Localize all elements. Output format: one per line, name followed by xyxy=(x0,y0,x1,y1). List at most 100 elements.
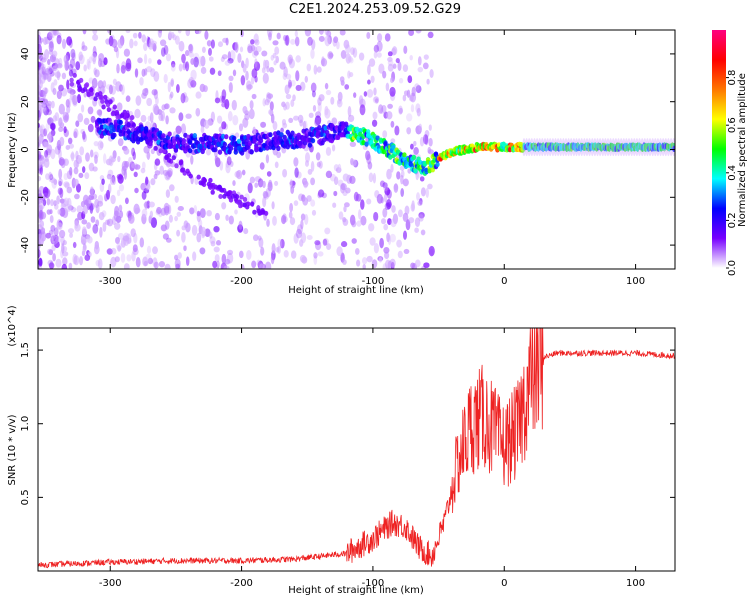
spectrogram-cell xyxy=(360,199,365,210)
spectrogram-cell xyxy=(337,91,343,102)
spectrogram-cell xyxy=(366,153,372,165)
spectrogram-cell xyxy=(38,43,42,55)
spectrogram-cell xyxy=(158,113,164,122)
spectrogram-cell xyxy=(178,40,185,52)
spectrogram-cell xyxy=(174,258,181,268)
spectrogram-cell xyxy=(93,67,97,76)
spectrogram-cell xyxy=(390,120,395,128)
spectrogram-cell xyxy=(133,171,138,178)
spectrogram-cell xyxy=(416,192,420,201)
snr-y-label: SNR (10 * v/v) xyxy=(7,414,18,485)
spectrogram-cell xyxy=(92,30,98,35)
spectrogram-cell xyxy=(40,197,46,204)
spectrogram-cell xyxy=(152,103,159,115)
spectrogram-cell xyxy=(39,128,46,138)
spectrogram-cell xyxy=(215,240,222,246)
spectrogram-cell xyxy=(63,181,70,188)
spectrogram-cell xyxy=(244,138,249,144)
spectrogram-cell xyxy=(310,199,316,207)
spectrogram-cell xyxy=(191,224,198,236)
spectrogram-cell xyxy=(41,102,47,112)
spectrogram-cell xyxy=(49,38,54,49)
spectrogram-cell xyxy=(60,160,66,169)
spectrogram-cell xyxy=(160,47,166,57)
spectrogram-cell xyxy=(156,206,162,215)
spectrogram-cell xyxy=(221,95,226,103)
spectrogram-cell xyxy=(304,30,312,37)
x-tick-label: -300 xyxy=(99,578,122,589)
spectrogram-cell xyxy=(80,234,87,245)
spectrogram-cell xyxy=(97,258,103,269)
spectrogram-cell xyxy=(427,31,434,39)
spectrogram-cell xyxy=(175,125,182,135)
spectrogram-cell xyxy=(238,220,243,230)
spectrogram-cell xyxy=(293,157,299,167)
spectrogram-cell xyxy=(190,155,194,165)
spectrogram-cell xyxy=(400,188,405,197)
spectrogram-cell xyxy=(116,63,120,74)
spectrogram-cell xyxy=(314,118,321,127)
spectrogram-x-label: Height of straight line (km) xyxy=(288,285,424,296)
spectrogram-cell xyxy=(178,159,184,165)
snr-x-label: Height of straight line (km) xyxy=(288,585,424,596)
spectrogram-cell xyxy=(593,138,597,157)
spectrogram-cell xyxy=(198,219,203,228)
spectrogram-cell xyxy=(158,148,163,154)
spectrogram-cell xyxy=(195,107,201,117)
spectrogram-cell xyxy=(68,262,73,269)
spectrogram-cell xyxy=(201,230,206,239)
x-tick-label: -200 xyxy=(230,578,253,589)
spectrogram-cell xyxy=(92,45,97,57)
spectrogram-cell xyxy=(76,94,82,104)
spectrogram-cell xyxy=(95,259,101,267)
spectrogram-cell xyxy=(73,167,79,175)
spectrogram-cell xyxy=(249,201,255,207)
spectrogram-cell xyxy=(314,115,322,126)
spectrogram-cell xyxy=(268,32,272,41)
spectrogram-cell xyxy=(611,138,616,157)
spectrogram-cell xyxy=(67,98,72,108)
spectrogram-cell xyxy=(151,89,158,96)
spectrogram-cell xyxy=(383,223,389,231)
spectrogram-cell xyxy=(226,156,232,166)
spectrogram-cell xyxy=(60,236,65,246)
spectrogram-cell xyxy=(306,234,313,241)
spectrogram-cell xyxy=(60,248,64,259)
spectrogram-cell xyxy=(325,170,333,179)
spectrogram-cell xyxy=(294,167,299,178)
spectrogram-cell xyxy=(364,141,369,147)
spectrogram-cell xyxy=(325,89,332,96)
spectrogram-cell xyxy=(153,261,159,269)
spectrogram-cell xyxy=(38,61,42,68)
spectrogram-cell xyxy=(81,250,86,257)
spectrogram-cell xyxy=(268,179,273,188)
spectrogram-cell xyxy=(189,207,195,215)
spectrogram-cell xyxy=(83,92,87,98)
spectrogram-cell xyxy=(148,201,155,208)
spectrogram-cell xyxy=(418,211,425,219)
spectrogram-cell xyxy=(344,84,350,90)
spectrogram-cell xyxy=(149,112,154,123)
spectrogram-cell xyxy=(273,60,277,66)
spectrogram-cell xyxy=(390,138,396,144)
spectrogram-cell xyxy=(585,138,589,157)
spectrogram-cell xyxy=(232,114,239,126)
spectrogram-cell xyxy=(69,166,73,176)
spectrogram-cell xyxy=(408,30,415,36)
spectrogram-cell xyxy=(302,197,309,206)
spectrogram-cell xyxy=(67,87,73,94)
spectrogram-cell xyxy=(208,47,212,56)
spectrogram-cell xyxy=(150,68,156,78)
spectrogram-cell xyxy=(115,81,122,92)
spectrogram-cell xyxy=(264,261,272,269)
spectrogram-cell xyxy=(190,58,196,65)
spectrogram-cell xyxy=(210,240,216,247)
spectrogram-cell xyxy=(53,227,59,237)
spectrogram-cell xyxy=(227,190,232,196)
spectrogram-cell xyxy=(214,97,221,104)
spectrogram-cell xyxy=(38,122,41,129)
spectrogram-cell xyxy=(228,215,234,225)
spectrogram-cell xyxy=(59,187,64,199)
spectrogram-cell xyxy=(372,172,377,184)
spectrogram-cell xyxy=(47,58,51,66)
